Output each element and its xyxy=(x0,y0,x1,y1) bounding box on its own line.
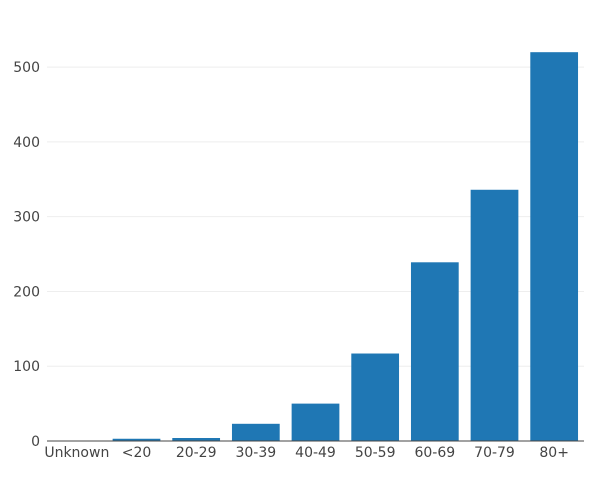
x-tick-label: 70-79 xyxy=(474,445,515,461)
y-axis-ticks: 0 100 200 300 400 500 xyxy=(13,60,40,450)
bar xyxy=(470,189,519,441)
bar xyxy=(231,423,280,441)
x-tick-label: Unknown xyxy=(44,445,109,461)
bar xyxy=(172,438,221,441)
x-tick-label: 50-59 xyxy=(355,445,396,461)
x-tick-label: 40-49 xyxy=(295,445,336,461)
bar xyxy=(530,52,579,442)
x-tick-label: <20 xyxy=(122,445,152,461)
x-tick-label: 80+ xyxy=(539,445,569,461)
bars xyxy=(112,52,579,442)
bar xyxy=(351,353,400,441)
y-tick-label: 200 xyxy=(13,284,40,300)
x-tick-label: 30-39 xyxy=(235,445,276,461)
x-tick-label: 60-69 xyxy=(414,445,455,461)
y-tick-label: 500 xyxy=(13,60,40,76)
y-tick-label: 300 xyxy=(13,210,40,226)
x-axis-ticks: Unknown <20 20-29 30-39 40-49 50-59 60-69 70-79… xyxy=(44,445,569,461)
x-tick-label: 20-29 xyxy=(176,445,217,461)
bar xyxy=(291,403,340,441)
y-tick-label: 0 xyxy=(31,434,40,450)
y-tick-label: 100 xyxy=(13,359,40,375)
bar xyxy=(410,262,459,441)
y-tick-label: 400 xyxy=(13,135,40,151)
bar xyxy=(112,438,161,441)
